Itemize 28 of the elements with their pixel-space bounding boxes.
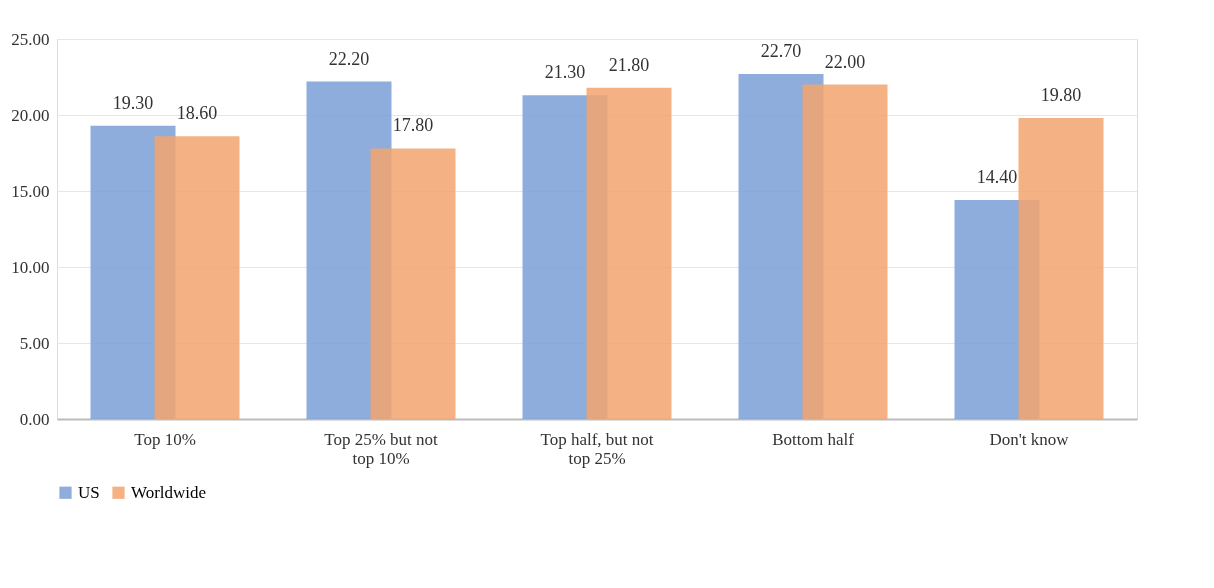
bar <box>370 148 456 419</box>
y-tick-label: 25.00 <box>11 29 50 49</box>
bar <box>586 87 672 419</box>
bar <box>154 136 240 419</box>
bar <box>1018 118 1104 419</box>
y-tick-label: 10.00 <box>11 257 50 277</box>
y-tick-label: 20.00 <box>11 105 50 125</box>
data-label: 17.80 <box>392 115 434 136</box>
x-tick-label: Bottom half <box>772 429 855 449</box>
x-tick-label: Top half, but not top 25% <box>540 429 654 468</box>
x-tick-label: Don't know <box>989 429 1070 449</box>
data-label: 22.20 <box>328 48 370 69</box>
data-label: 21.80 <box>608 54 650 75</box>
legend-label: Worldwide <box>131 482 207 502</box>
data-label: 21.30 <box>544 62 586 83</box>
y-tick-label: 15.00 <box>11 181 50 201</box>
y-tick-label: 0.00 <box>19 409 50 429</box>
data-label: 19.30 <box>112 92 154 113</box>
y-tick-label: 5.00 <box>19 333 50 353</box>
x-tick-label: Top 25% but not top 10% <box>324 429 439 468</box>
data-label: 14.40 <box>976 167 1018 188</box>
data-label: 18.60 <box>176 103 218 124</box>
bar <box>802 84 888 419</box>
data-label: 22.00 <box>824 51 866 72</box>
x-tick-label: Top 10% <box>134 429 196 449</box>
data-label: 22.70 <box>760 40 802 61</box>
data-label: 19.80 <box>1040 85 1082 106</box>
legend-label: US <box>78 482 100 502</box>
